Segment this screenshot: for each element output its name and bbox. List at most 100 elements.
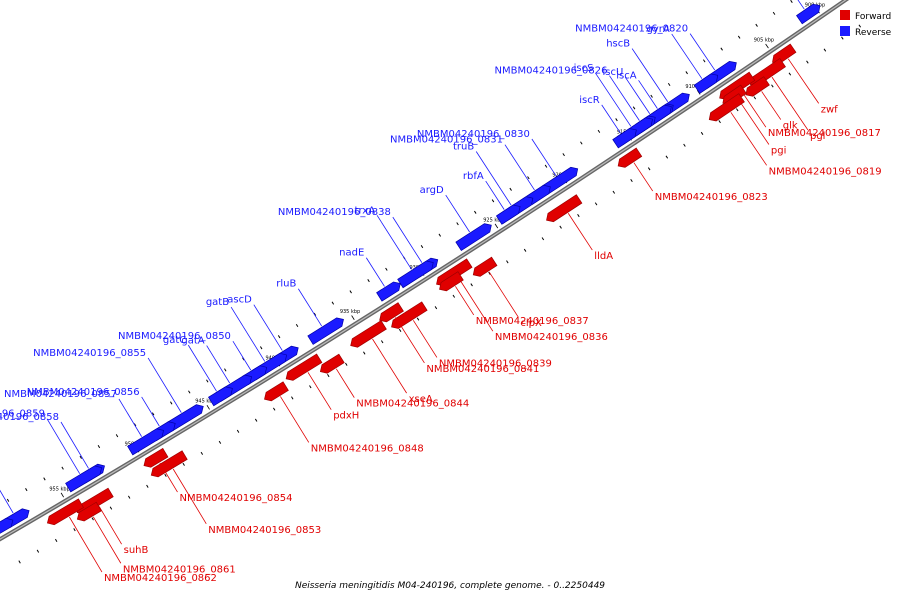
minor-tick <box>650 94 653 98</box>
gene-label: NMBM04240196_0819 <box>769 166 882 177</box>
gene-label: rluB <box>276 279 296 290</box>
minor-tick <box>367 279 370 283</box>
minor-tick <box>398 328 402 332</box>
gene-label: NMBM04240196_0838 <box>278 207 391 218</box>
gene-leader <box>159 462 178 493</box>
gene-label: gatB <box>206 297 229 308</box>
minor-tick <box>434 306 438 310</box>
gene-arrow <box>376 281 401 302</box>
minor-tick <box>295 323 299 328</box>
gene-leader <box>624 76 651 114</box>
gene-label: NMBM04240196_0823 <box>655 192 768 203</box>
gene-arrow <box>617 147 643 168</box>
gene-leader <box>730 112 767 166</box>
gene-leader <box>118 398 142 437</box>
minor-tick <box>254 418 258 422</box>
gene-arrow <box>612 128 637 149</box>
gene-leader <box>0 489 14 514</box>
minor-tick <box>753 96 757 100</box>
minor-tick <box>737 35 741 39</box>
gene-leader <box>638 80 658 109</box>
minor-tick <box>562 153 565 157</box>
minor-tick <box>313 312 317 316</box>
gene-arrow <box>391 301 428 329</box>
gene-leader <box>69 516 103 573</box>
legend-forward-swatch <box>840 10 850 20</box>
minor-tick <box>544 164 548 168</box>
minor-tick <box>182 462 185 466</box>
minor-tick <box>43 477 46 481</box>
minor-tick <box>259 346 263 350</box>
tick-label: 935 kbp <box>340 309 360 315</box>
minor-tick <box>720 47 723 51</box>
minor-tick <box>345 362 348 366</box>
legend-reverse-swatch <box>840 26 850 36</box>
gene-label: NMBM04240196_0830 <box>417 129 530 140</box>
gene-leader <box>488 271 519 318</box>
minor-tick <box>380 340 384 344</box>
minor-tick <box>647 167 651 171</box>
minor-tick <box>200 451 204 455</box>
minor-tick <box>456 222 459 226</box>
legend-reverse-label: Reverse <box>855 28 892 38</box>
minor-tick <box>146 484 149 488</box>
gene-leader <box>147 357 182 413</box>
genes-layer <box>0 0 821 573</box>
minor-tick <box>685 71 688 75</box>
gene-label: xseA <box>409 394 433 405</box>
minor-tick <box>291 396 294 400</box>
gene-arrow <box>350 320 387 348</box>
minor-tick <box>523 248 527 252</box>
minor-tick <box>577 214 580 218</box>
gene-leader <box>531 138 557 177</box>
minor-tick <box>823 48 827 52</box>
gene-leader <box>761 91 782 120</box>
gene-label: NMBM04240196_0826 <box>495 66 608 77</box>
gene-leader <box>445 194 470 233</box>
gene-label: iscU <box>602 67 623 78</box>
gene-arrow <box>127 428 164 456</box>
gene-label: glk <box>783 121 798 132</box>
minor-tick <box>224 368 227 372</box>
gene-label: NMBM04240196_0857 <box>4 389 117 400</box>
gene-label: zwf <box>821 104 838 115</box>
minor-tick <box>597 129 601 133</box>
gene-label: iscA <box>616 70 636 81</box>
minor-tick <box>488 271 491 275</box>
minor-tick <box>385 267 388 271</box>
gene-label: clpX <box>520 318 542 329</box>
minor-tick <box>54 538 58 543</box>
gene-arrow <box>472 256 498 277</box>
minor-tick <box>788 72 792 76</box>
gene-leader <box>172 468 207 524</box>
minor-tick <box>25 488 28 492</box>
gene-leader <box>376 215 412 270</box>
minor-tick <box>363 351 366 355</box>
minor-tick <box>632 106 636 110</box>
gene-label: NMBM04240196_0862 <box>104 573 217 584</box>
gene-leader <box>787 58 820 104</box>
gene-leader <box>504 144 535 191</box>
minor-tick <box>151 412 155 416</box>
gene-leader <box>206 345 231 384</box>
gene-arrow <box>439 271 464 292</box>
gene-label: iscS <box>574 63 594 74</box>
minor-tick <box>164 473 167 477</box>
gene-label: NMBM04240196_0844 <box>356 399 469 410</box>
minor-tick <box>438 233 441 237</box>
gene-label: nadE <box>339 248 364 259</box>
minor-tick <box>702 59 706 63</box>
gene-label: rbfA <box>463 171 484 182</box>
minor-tick <box>277 335 281 339</box>
legend-forward-label: Forward <box>855 12 891 22</box>
minor-tick <box>73 528 76 532</box>
minor-tick <box>772 11 776 15</box>
minor-tick <box>541 237 545 241</box>
gene-leader <box>335 368 355 398</box>
gene-leader <box>671 33 703 79</box>
gene-label: gatA <box>181 336 204 347</box>
gene-arrow <box>285 353 323 381</box>
minor-tick <box>665 155 669 159</box>
gene-leader <box>60 421 89 469</box>
